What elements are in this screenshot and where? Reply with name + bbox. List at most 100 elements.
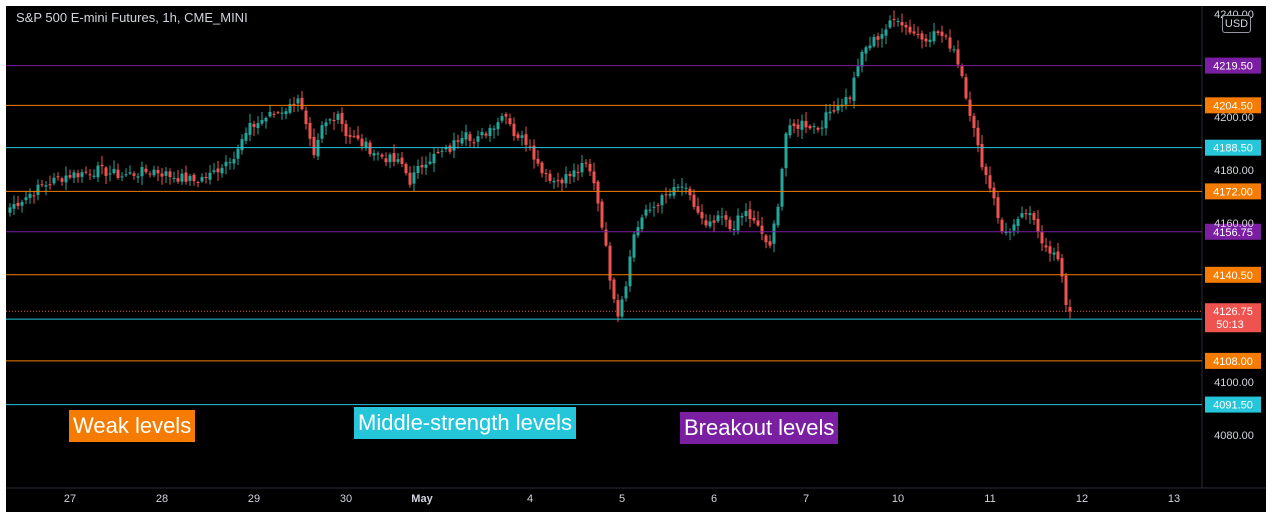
candle-body: [20, 202, 24, 206]
candle-body: [716, 215, 720, 222]
level-price-tag: [1205, 139, 1261, 156]
candle-body: [604, 229, 608, 246]
candle-body: [300, 97, 304, 110]
candle-body: [460, 138, 464, 144]
candle-body: [228, 162, 232, 164]
level-price-tag: [1205, 266, 1261, 283]
candle-body: [700, 212, 704, 219]
candle-body: [1000, 219, 1004, 232]
candle-body: [516, 134, 520, 138]
candle-body: [836, 105, 840, 111]
candle-body: [552, 181, 556, 183]
candle-body: [980, 143, 984, 168]
candle-body: [436, 151, 440, 153]
candle-body: [536, 158, 540, 164]
candle-body: [160, 173, 164, 177]
candle-body: [380, 154, 384, 157]
candle-body: [892, 18, 896, 20]
candle-body: [308, 123, 312, 139]
level-price-tag: [1205, 352, 1261, 369]
candle-body: [1032, 213, 1036, 220]
candle-body: [796, 124, 800, 129]
level-price-tag: [1205, 223, 1261, 240]
candle-body: [28, 193, 32, 198]
candle-body: [888, 20, 892, 28]
candle-body: [1048, 246, 1052, 254]
candle-body: [136, 176, 140, 178]
candle-body: [164, 171, 168, 176]
candle-body: [896, 20, 900, 22]
candle-body: [676, 186, 680, 188]
candle-body: [76, 173, 80, 178]
candle-body: [244, 132, 248, 141]
candle-body: [636, 227, 640, 236]
candle-body: [156, 170, 160, 174]
last-price-value: 4126.75: [1213, 306, 1253, 318]
candle-body: [680, 186, 684, 188]
candle-body: [344, 123, 348, 137]
candle-body: [500, 116, 504, 121]
candle-body: [324, 122, 328, 127]
candle-body: [804, 120, 808, 128]
candle-body: [668, 194, 672, 196]
candle-body: [284, 111, 288, 115]
candle-body: [824, 112, 828, 129]
candle-body: [36, 184, 40, 195]
candle-body: [32, 195, 36, 197]
candle-body: [644, 209, 648, 216]
candle-body: [1044, 245, 1048, 248]
candle-body: [264, 117, 268, 122]
candle-body: [780, 168, 784, 207]
candle-body: [800, 120, 804, 130]
candle-body: [844, 97, 848, 105]
candle-body: [620, 299, 624, 317]
candle-body: [92, 175, 96, 177]
candle-body: [1052, 252, 1056, 255]
candle-body: [832, 110, 836, 112]
candle-body: [100, 164, 104, 167]
candle-body: [288, 104, 292, 113]
candle-body: [964, 77, 968, 99]
symbol-title[interactable]: S&P 500 E-mini Futures, 1h, CME_MINI: [16, 10, 248, 25]
time-tick-label: 12: [1076, 493, 1088, 505]
candle-body: [696, 206, 700, 213]
candle-body: [152, 169, 156, 176]
candle-body: [416, 166, 420, 173]
time-tick-label: 28: [156, 493, 168, 505]
candle-body: [1012, 224, 1016, 231]
candle-body: [204, 177, 208, 179]
time-tick-label: 29: [248, 493, 260, 505]
candle-body: [392, 153, 396, 162]
level-price-tag: [1205, 97, 1261, 114]
candle-body: [940, 31, 944, 36]
candle-body: [180, 173, 184, 182]
candle-body: [564, 174, 568, 184]
candle-body: [640, 217, 644, 229]
candle-body: [724, 215, 728, 220]
candle-body: [476, 136, 480, 142]
last-price-tag: [1205, 303, 1261, 333]
candle-body: [364, 141, 368, 148]
candle-body: [12, 203, 16, 209]
candle-body: [1068, 306, 1072, 312]
candle-body: [860, 51, 864, 67]
candle-body: [684, 187, 688, 189]
candle-body: [648, 209, 652, 211]
candle-body: [608, 245, 612, 281]
candle-body: [328, 119, 332, 121]
level-price-tag: [1205, 57, 1261, 74]
candle-body: [296, 98, 300, 104]
time-tick-label: 13: [1168, 493, 1180, 505]
candle-body: [656, 205, 660, 207]
candle-body: [616, 300, 620, 317]
candle-body: [372, 153, 376, 156]
candle-body: [900, 21, 904, 26]
candle-body: [580, 162, 584, 173]
candle-body: [540, 162, 544, 174]
level-price-label: 4172.00: [1213, 186, 1253, 198]
candle-body: [592, 171, 596, 184]
currency-button[interactable]: USD: [1222, 15, 1251, 33]
level-price-label: 4091.50: [1213, 400, 1253, 412]
candle-body: [852, 77, 856, 101]
